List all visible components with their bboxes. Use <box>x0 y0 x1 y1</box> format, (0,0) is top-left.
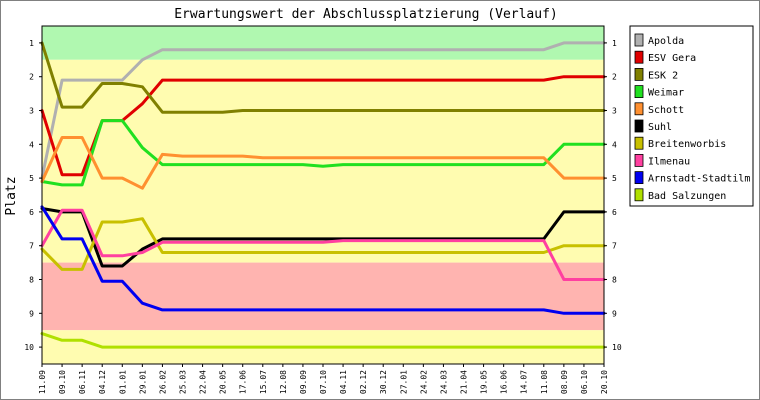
x-tick-label: 04.12 <box>98 370 107 394</box>
x-tick-label: 21.04 <box>460 370 469 394</box>
y-ticks-left: 1 2 3 4 5 6 7 8 9 10 <box>24 39 42 352</box>
x-tick-label: 17.06 <box>239 370 248 394</box>
zone-band-3 <box>42 262 604 331</box>
legend-label: Ilmenau <box>648 156 690 167</box>
series-line-arnstadt-stadtilm <box>40 205 606 315</box>
y-tick-label-left: 10 <box>24 343 34 352</box>
x-tick-label: 07.10 <box>319 370 328 394</box>
legend-label: Arnstadt-Stadtilm <box>648 174 750 185</box>
x-tick-label: 14.07 <box>520 370 529 394</box>
legend-swatch <box>634 50 644 64</box>
series-line-esk-2 <box>40 41 606 114</box>
legend-label: Bad Salzungen <box>648 191 726 202</box>
y-tick-label-right: 4 <box>612 140 617 149</box>
zone-band-1 <box>42 26 604 60</box>
y-tick-label-right: 10 <box>612 343 622 352</box>
legend-label: ESK 2 <box>648 70 678 81</box>
x-tick-label: 06.11 <box>78 370 87 394</box>
y-axis-label: Platz <box>4 176 19 215</box>
x-tick-label: 16.06 <box>500 370 509 394</box>
legend-label: Suhl <box>648 122 672 133</box>
legend-swatch <box>634 85 644 98</box>
x-tick-label: 19.05 <box>480 370 489 394</box>
x-tick-label: 24.03 <box>439 370 448 394</box>
x-tick-label: 12.08 <box>279 370 288 394</box>
y-tick-label-left: 5 <box>29 174 34 183</box>
x-tick-label: 15.07 <box>259 370 268 394</box>
series-line-ilmenau <box>40 208 606 281</box>
legend-swatch <box>634 102 644 116</box>
y-tick-label-right: 3 <box>612 107 617 116</box>
legend-swatch <box>634 33 644 47</box>
x-tick-label: 08.09 <box>560 370 569 394</box>
x-tick-label: 24.02 <box>419 370 428 394</box>
x-ticks: 11.09 09.10 06.11 04.12 01.01 29.01 26.02 25.03… <box>38 364 609 394</box>
legend-label: Schott <box>648 105 684 116</box>
x-tick-label: 09.09 <box>299 370 308 394</box>
x-tick-label: 11.09 <box>38 370 47 394</box>
y-tick-label-left: 8 <box>29 276 34 285</box>
y-tick-label-right: 6 <box>612 208 617 217</box>
legend-swatch <box>634 153 644 167</box>
x-tick-label: 20.05 <box>219 370 228 394</box>
y-tick-label-left: 6 <box>29 208 34 217</box>
x-tick-label: 30.12 <box>379 370 388 394</box>
x-tick-label: 25.03 <box>179 370 188 394</box>
legend-swatch <box>634 68 644 81</box>
x-tick-label: 11.08 <box>540 370 549 394</box>
series-line-esv-gera <box>40 75 606 177</box>
y-tick-label-left: 1 <box>29 39 34 48</box>
y-tick-label-right: 7 <box>612 242 617 251</box>
legend-swatch <box>634 136 644 150</box>
x-tick-label: 04.11 <box>339 370 348 394</box>
y-tick-label-right: 1 <box>612 39 617 48</box>
x-tick-label: 26.02 <box>158 370 167 394</box>
x-tick-label: 29.01 <box>138 370 147 394</box>
series-lines <box>40 41 606 349</box>
y-tick-label-right: 5 <box>612 174 617 183</box>
series-line-breitenworbis <box>40 217 606 271</box>
series-line-schott <box>40 136 606 190</box>
legend-label: Weimar <box>648 88 684 99</box>
x-tick-label: 27.01 <box>399 370 408 394</box>
series-line-weimar <box>40 119 606 187</box>
legend-swatch <box>634 188 644 202</box>
y-ticks-right: 1 2 3 4 5 6 7 8 9 10 <box>604 39 622 352</box>
series-line-bad-salzungen <box>40 332 606 349</box>
legend-label: Breitenworbis <box>648 139 726 150</box>
legend-swatch <box>634 119 644 133</box>
y-tick-label-left: 2 <box>29 73 34 82</box>
x-tick-label: 20.10 <box>600 370 609 394</box>
legend-box <box>629 25 754 207</box>
y-tick-label-right: 8 <box>612 276 617 285</box>
series-line-apolda <box>40 41 606 180</box>
y-tick-label-right: 2 <box>612 73 617 82</box>
legend-swatch <box>634 171 644 185</box>
legend-label: ESV Gera <box>648 53 696 64</box>
chart-title: Erwartungswert der Abschlussplatzierung … <box>174 7 558 22</box>
y-tick-label-left: 4 <box>29 140 34 149</box>
legend: Apolda ESV Gera ESK 2 Weimar Schott Suhl Breit… <box>629 25 754 207</box>
x-tick-label: 22.04 <box>199 370 208 394</box>
y-tick-label-left: 9 <box>29 309 34 318</box>
y-tick-label-left: 3 <box>29 107 34 116</box>
x-tick-label: 06.10 <box>580 370 589 394</box>
x-tick-label: 09.10 <box>58 370 67 394</box>
y-tick-label-left: 7 <box>29 242 34 251</box>
x-tick-label: 02.12 <box>359 370 368 394</box>
zone-band-2 <box>42 59 604 263</box>
x-tick-label: 01.01 <box>118 370 127 394</box>
legend-label: Apolda <box>648 36 684 47</box>
y-tick-label-right: 9 <box>612 309 617 318</box>
